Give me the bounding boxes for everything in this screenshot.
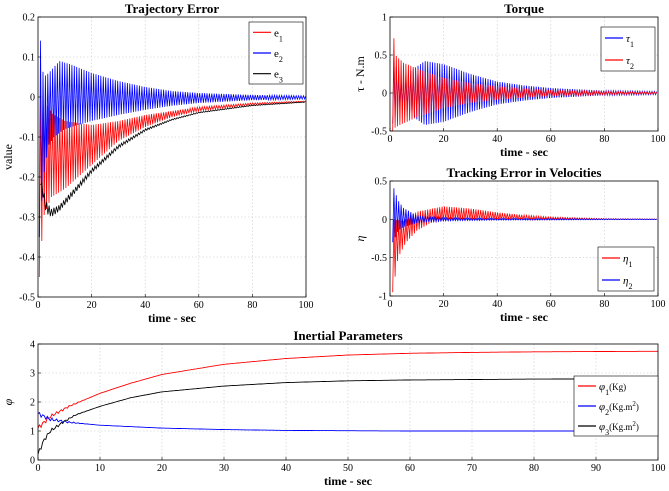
velocity-legend-label-1: η1 xyxy=(623,253,632,269)
inertial-legend-label-3: φ3(Kg.m2) xyxy=(599,420,639,437)
torque-xtick-label: 100 xyxy=(651,134,666,145)
torque-legend-label-1: τ1 xyxy=(626,33,634,49)
inertial-xtick-label: 90 xyxy=(591,463,601,474)
inertial-title: Inertial Parameters xyxy=(293,328,402,343)
trajectory-ytick-label: -0.3 xyxy=(19,213,35,224)
trajectory-ytick-label: -0.2 xyxy=(19,173,35,184)
trajectory-legend-label-2: e2 xyxy=(274,48,283,64)
velocity-xtick-label: 40 xyxy=(492,299,502,310)
inertial-legend-label-1: φ1(Kg) xyxy=(599,381,626,397)
inertial-series-group xyxy=(38,350,658,455)
inertial-ytick-label: 2 xyxy=(30,398,35,409)
torque-xtick-label: 40 xyxy=(492,134,502,145)
trajectory-xtick-label: 40 xyxy=(140,300,150,311)
trajectory-ytick-label: 0.1 xyxy=(23,53,36,64)
trajectory-xlabel: time - sec xyxy=(148,311,197,325)
trajectory-legend-label-1: e1 xyxy=(274,27,283,43)
inertial-xtick-label: 60 xyxy=(405,463,415,474)
inertial-xtick-label: 30 xyxy=(219,463,229,474)
trajectory-ytick-label: -0.5 xyxy=(19,293,35,304)
velocity-series-group xyxy=(392,188,657,293)
inertial-xlabel: time - sec xyxy=(324,474,373,488)
inertial-xtick-label: 40 xyxy=(281,463,291,474)
inertial-xtick-label: 50 xyxy=(343,463,353,474)
torque-series-2 xyxy=(392,38,658,131)
inertial-xtick-label: 100 xyxy=(651,463,666,474)
velocity-xlabel: time - sec xyxy=(500,310,549,324)
trajectory-xtick-label: 20 xyxy=(87,300,97,311)
velocity-xtick-label: 100 xyxy=(651,299,666,310)
inertial-ytick-label: 1 xyxy=(30,427,35,438)
trajectory-series-3 xyxy=(40,101,305,217)
torque-xlabel: time - sec xyxy=(500,145,549,159)
inertial-series-1 xyxy=(38,350,658,429)
trajectory-xtick-label: 60 xyxy=(194,300,204,311)
torque-ytick-label: 0.5 xyxy=(375,51,388,62)
inertial-chart: 0 10 20 30 40 50 60 70 80 90 100 0 1 2 3 4 Inertial Para… xyxy=(1,328,666,488)
torque-ytick-label: 1 xyxy=(382,13,387,24)
torque-title: Torque xyxy=(504,1,544,16)
inertial-xtick-label: 20 xyxy=(157,463,167,474)
velocity-xtick-label: 0 xyxy=(388,299,393,310)
velocity-series-2 xyxy=(392,188,657,243)
torque-xtick-label: 20 xyxy=(439,134,449,145)
torque-series-group xyxy=(392,38,658,131)
trajectory-ytick-label: -0.1 xyxy=(19,133,35,144)
trajectory-series-group xyxy=(38,40,306,278)
inertial-xtick-label: 10 xyxy=(95,463,105,474)
torque-xtick-label: 80 xyxy=(599,134,609,145)
trajectory-xtick-label: 0 xyxy=(36,300,41,311)
velocity-legend-label-2: η2 xyxy=(623,275,632,291)
torque-frame xyxy=(389,16,659,132)
trajectory-xtick-label: 80 xyxy=(247,300,257,311)
torque-ytick-label: -0.5 xyxy=(371,127,387,138)
torque-xtick-label: 60 xyxy=(546,134,556,145)
velocity-xtick-label: 60 xyxy=(546,299,556,310)
inertial-ytick-label: 4 xyxy=(30,340,35,351)
velocity-ytick-label: 0.5 xyxy=(375,177,388,188)
velocity-ytick-label: 0 xyxy=(382,215,387,226)
torque-legend-label-2: τ2 xyxy=(626,55,634,71)
trajectory-legend: e1 e2 e3 xyxy=(248,21,304,85)
inertial-xtick-label: 70 xyxy=(467,463,477,474)
trajectory-frame xyxy=(37,16,307,298)
trajectory-ytick-label: -0.4 xyxy=(19,253,35,264)
inertial-ytick-label: 0 xyxy=(30,456,35,467)
inertial-series-3 xyxy=(38,378,658,455)
torque-xtick-label: 0 xyxy=(388,134,393,145)
trajectory-chart: 0 20 40 60 80 100 -0.5 -0.4 -0.3 -0.2 -0.1 0 0.1 0.2 T… xyxy=(1,1,314,325)
torque-legend-box xyxy=(600,26,656,72)
velocity-ytick-label: -0.5 xyxy=(371,253,387,264)
torque-ylabel: τ - N.m xyxy=(353,55,367,91)
trajectory-title: Trajectory Error xyxy=(125,1,220,16)
velocity-frame xyxy=(389,180,659,297)
trajectory-ytick-label: 0.2 xyxy=(23,13,36,24)
trajectory-ytick-label: 0 xyxy=(30,93,35,104)
inertial-ylabel: φ xyxy=(1,398,15,405)
inertial-ytick-label: 3 xyxy=(30,369,35,380)
torque-ytick-label: 0 xyxy=(382,89,387,100)
velocity-chart: 0 20 40 60 80 100 -1 -0.5 0 0.5 Tracking Error in … xyxy=(353,165,666,324)
trajectory-legend-label-3: e3 xyxy=(274,69,283,85)
trajectory-ylabel: value xyxy=(1,144,15,170)
velocity-ylabel: η xyxy=(353,235,367,241)
inertial-legend: φ1(Kg) φ2(Kg.m2) φ3(Kg.m2) xyxy=(573,375,659,437)
inertial-series-2 xyxy=(38,411,658,432)
inertial-plot-area xyxy=(38,344,658,460)
trajectory-xtick-label: 100 xyxy=(299,300,314,311)
trajectory-series-2 xyxy=(38,40,306,238)
inertial-xtick-label: 0 xyxy=(36,463,41,474)
inertial-xtick-label: 80 xyxy=(529,463,539,474)
velocity-xtick-label: 80 xyxy=(599,299,609,310)
inertial-legend-label-2: φ2(Kg.m2) xyxy=(599,400,639,417)
velocity-xtick-label: 20 xyxy=(439,299,449,310)
velocity-title: Tracking Error in Velocities xyxy=(447,165,602,180)
velocity-ytick-label: -1 xyxy=(379,292,387,303)
velocity-legend-box xyxy=(597,246,655,292)
